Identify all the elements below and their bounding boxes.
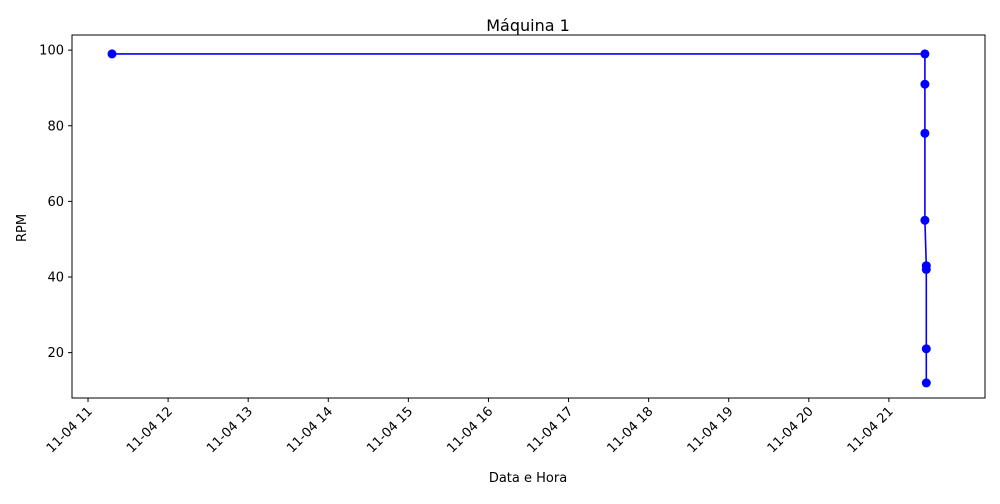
y-tick-label: 20 bbox=[47, 346, 64, 361]
plot-frame bbox=[71, 34, 986, 399]
data-point bbox=[107, 49, 117, 59]
data-point bbox=[920, 215, 930, 225]
y-tick-label: 60 bbox=[47, 195, 64, 210]
y-axis: 20 40 60 80 100 bbox=[39, 44, 72, 361]
data-point bbox=[920, 128, 930, 138]
data-point bbox=[921, 264, 931, 274]
x-axis-label: Data e Hora bbox=[489, 471, 567, 486]
data-point bbox=[920, 79, 930, 89]
y-tick-label: 40 bbox=[47, 271, 64, 286]
data-point bbox=[920, 49, 930, 59]
data-point bbox=[921, 344, 931, 354]
y-tick-label: 80 bbox=[47, 119, 64, 134]
y-axis-label: RPM bbox=[15, 214, 30, 242]
data-point bbox=[921, 378, 931, 388]
chart-title: Máquina 1 bbox=[486, 16, 570, 35]
plot-area bbox=[107, 49, 931, 388]
y-tick-label: 100 bbox=[39, 44, 64, 59]
